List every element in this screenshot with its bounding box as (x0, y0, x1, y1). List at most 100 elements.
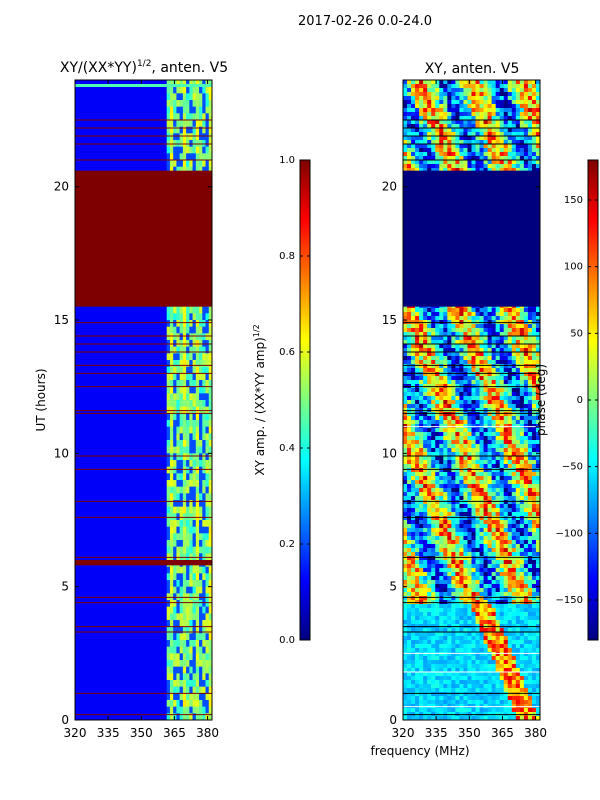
phase-cell (475, 336, 480, 341)
phase-cell (467, 112, 472, 117)
phase-cell (415, 488, 420, 493)
amplitude-cell (195, 100, 200, 107)
phase-cell (415, 496, 420, 501)
phase-cell (519, 476, 525, 481)
amplitude-cell (173, 713, 177, 720)
amplitude-cell (192, 700, 197, 707)
phase-cell (431, 336, 436, 341)
amplitude-cell (186, 660, 190, 667)
phase-cell (511, 104, 517, 109)
phase-cell (511, 348, 517, 353)
phase-cell (431, 372, 436, 377)
phase-cell (495, 164, 501, 169)
phase-cell (403, 356, 408, 361)
phase-cell (443, 116, 448, 121)
phase-cell (495, 476, 501, 481)
amplitude-cell (192, 393, 197, 401)
phase-cell (507, 324, 513, 329)
amplitude-cell (199, 506, 203, 514)
phase-cell (503, 400, 509, 405)
phase-cell (451, 456, 456, 461)
phase-cell (419, 440, 424, 445)
phase-cell (431, 364, 436, 369)
phase-cell (495, 336, 501, 341)
phase-cell (487, 384, 492, 389)
phase-cell (419, 396, 424, 401)
amplitude-cell (195, 393, 200, 401)
phase-cell (523, 404, 529, 409)
phase-cell (443, 340, 448, 345)
phase-cell (443, 308, 448, 313)
amplitude-cell (179, 160, 184, 167)
phase-cell (503, 348, 509, 353)
phase-cell (447, 368, 452, 373)
amplitude-cell (182, 373, 187, 381)
phase-cell (415, 356, 420, 361)
phase-cell (515, 96, 521, 101)
phase-cell (451, 408, 456, 413)
phase-cell (407, 432, 412, 437)
phase-cell (427, 316, 432, 321)
amplitude-cell (205, 333, 210, 341)
amplitude-top-strip (75, 84, 212, 87)
amplitude-cell (176, 353, 180, 361)
phase-cell (503, 488, 509, 493)
phase-cell (435, 388, 440, 393)
phase-cell (427, 80, 432, 85)
phase-cell (471, 120, 476, 125)
phase-cell (511, 432, 517, 437)
phase-cell (499, 156, 505, 161)
phase-cell (467, 132, 472, 137)
phase-cell (447, 332, 452, 337)
phase-cell (419, 320, 424, 325)
phase-cell (527, 384, 533, 389)
phase-cell (483, 444, 488, 449)
phase-cell (431, 464, 436, 469)
amplitude-cell (205, 86, 210, 94)
phase-cell (463, 424, 468, 429)
phase-cell (479, 348, 484, 353)
amplitude-cell (166, 460, 171, 467)
phase-cell (471, 140, 476, 145)
phase-cell (415, 456, 420, 461)
phase-cell (423, 452, 428, 457)
phase-cell (407, 352, 412, 357)
phase-cell (523, 84, 529, 89)
phase-cell (403, 96, 408, 101)
amplitude-cell (186, 606, 190, 614)
phase-cell (519, 424, 525, 429)
amplitude-cell (169, 646, 174, 654)
phase-cell (415, 104, 420, 109)
amplitude-cell (192, 140, 197, 147)
phase-cell (479, 452, 484, 457)
amplitude-cell (176, 106, 180, 114)
amplitude-cell (169, 326, 174, 334)
phase-cell (427, 360, 432, 365)
phase-cell (415, 160, 420, 165)
phase-cell (495, 104, 501, 109)
phase-cell (475, 416, 480, 421)
phase-cell (491, 428, 496, 433)
amplitude-cell (208, 626, 212, 634)
phase-cell (527, 424, 533, 429)
phase-cell (423, 116, 428, 121)
phase-cell (431, 468, 436, 473)
phase-cell (459, 340, 464, 345)
phase-cell (459, 444, 464, 449)
phase-cell (475, 492, 480, 497)
phase-cell (483, 364, 488, 369)
phase-cell (463, 104, 468, 109)
phase-cell (431, 132, 436, 137)
amplitude-cell (192, 460, 197, 467)
phase-cell (403, 472, 408, 477)
phase-cell (467, 452, 472, 457)
phase-cell (451, 472, 456, 477)
phase-cell (451, 356, 456, 361)
amplitude-cell (205, 706, 210, 714)
phase-cell (471, 376, 476, 381)
phase-cell (407, 420, 412, 425)
phase-cell (515, 348, 521, 353)
phase-cell (527, 84, 533, 89)
phase-cell (467, 436, 472, 441)
phase-cell (435, 120, 440, 125)
